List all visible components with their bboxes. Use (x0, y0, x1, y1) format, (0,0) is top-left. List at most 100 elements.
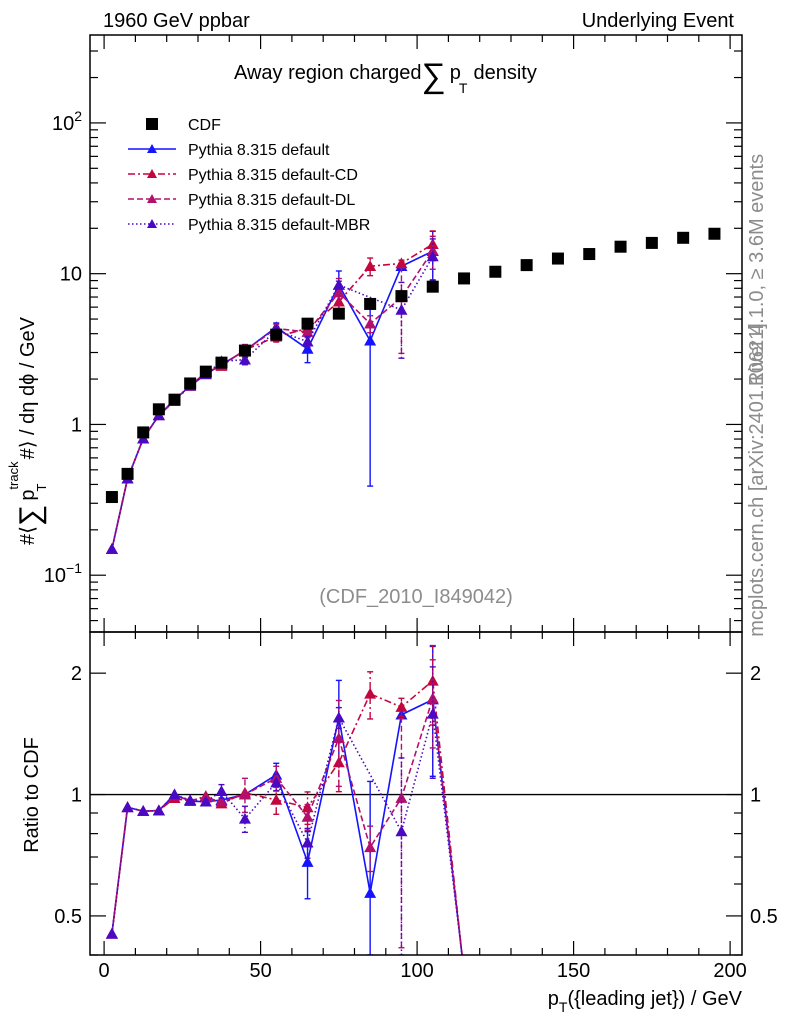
series-marker-2 (301, 326, 314, 337)
ratio-y-tick-label-right: 0.5 (750, 906, 778, 928)
series-marker-2 (332, 286, 345, 298)
data-point (137, 426, 150, 439)
ratio-marker-3 (168, 788, 181, 800)
ratio-marker-3 (301, 836, 314, 848)
ratio-plot-marks (90, 644, 742, 955)
x-tick-label: 50 (249, 960, 271, 982)
data-point (364, 297, 377, 310)
legend-marker-1 (147, 169, 157, 178)
ratio-series-line-1 (111, 679, 463, 955)
data-point (238, 344, 251, 357)
data-point (270, 328, 283, 341)
data-point (426, 280, 439, 293)
main-y-axis-label: #⟨∑pTtrack#⟩ / dη dϕ / GeV (6, 316, 49, 545)
series-marker-1 (364, 260, 377, 272)
series-marker-3 (332, 278, 345, 290)
legend: CDF Pythia 8.315 default Pythia 8.315 defa… (128, 117, 370, 234)
data-point (105, 491, 118, 504)
series-marker-2 (426, 244, 439, 256)
data-point (215, 356, 228, 369)
legend-label: Pythia 8.315 default-CD (188, 167, 358, 184)
ratio-marker-3 (215, 785, 228, 796)
ratio-marker-3 (105, 927, 118, 939)
series-line-0 (111, 250, 434, 550)
data-point (489, 265, 502, 278)
data-point (708, 227, 721, 240)
main-y-tick-label: 102 (52, 108, 82, 135)
ratio-marker-1 (270, 793, 283, 805)
ratio-series-line-3 (111, 713, 463, 955)
ratio-marker-3 (332, 711, 345, 723)
legend-label: Pythia 8.315 default (188, 142, 330, 159)
data-point (121, 467, 134, 480)
ratio-marker-2 (332, 732, 345, 744)
analysis-id-label: (CDF_2010_I849042) (319, 586, 512, 608)
ratio-marker-3 (238, 812, 251, 824)
ratio-marker-3 (270, 776, 283, 788)
series-line-2 (111, 250, 434, 550)
legend-marker-cdf (146, 118, 158, 130)
ratio-marker-1 (395, 701, 408, 712)
series-marker-2 (364, 317, 377, 329)
ratio-y-tick-label: 1 (71, 785, 82, 807)
ratio-marker-2 (238, 788, 251, 800)
data-point (184, 377, 197, 390)
legend-marker-0 (147, 144, 157, 153)
header-beam-label: 1960 GeV ppbar (103, 10, 250, 32)
ratio-marker-2 (395, 792, 408, 803)
data-point (583, 248, 596, 261)
x-tick-label: 0 (99, 960, 110, 982)
ratio-marker-3 (184, 794, 197, 806)
ratio-marker-0 (301, 856, 314, 867)
data-point (395, 290, 408, 303)
data-point (332, 307, 345, 320)
ratio-y-tick-label-right: 2 (750, 663, 761, 685)
header-process-label: Underlying Event (582, 10, 735, 32)
series-marker-0 (301, 342, 314, 354)
ratio-series-line-0 (111, 698, 463, 955)
ratio-plot-frame (89, 631, 743, 956)
ratio-series-line-2 (111, 698, 463, 955)
rivet-version-label: Rivet 4.1.0, ≥ 3.6M events (746, 154, 768, 386)
ratio-marker-1 (332, 756, 345, 768)
mcplots-credit-label: mcplots.cern.ch [arXiv:2401.10621] (746, 323, 768, 637)
ratio-marker-3 (199, 795, 212, 807)
axes-group: 0 50 100 150 200 102 10 1 10−1 2 2 1 1 0.5 0.5 (44, 35, 778, 982)
data-point (551, 252, 564, 265)
ratio-marker-3 (395, 825, 408, 837)
ratio-marker-0 (364, 887, 377, 898)
x-tick-label: 150 (557, 960, 590, 982)
main-y-tick-label: 10 (60, 264, 82, 286)
x-tick-label: 100 (400, 960, 433, 982)
series-marker-0 (364, 334, 377, 346)
legend-label: Pythia 8.315 default-MBR (188, 217, 370, 234)
data-point (458, 272, 471, 285)
series-marker-3 (395, 303, 408, 315)
ratio-marker-3 (137, 805, 150, 816)
ratio-y-tick-label: 0.5 (54, 906, 82, 928)
ratio-marker-2 (364, 841, 377, 853)
data-point (152, 403, 165, 416)
ratio-y-tick-label: 2 (71, 663, 82, 685)
series-marker-3 (426, 250, 439, 262)
series-marker-3 (301, 335, 314, 347)
ratio-marker-1 (364, 687, 377, 699)
legend-label: CDF (188, 117, 221, 134)
series-line-1 (111, 243, 434, 550)
main-plot-marks (105, 227, 721, 554)
ratio-marker-3 (121, 801, 134, 813)
ratio-y-tick-label-right: 1 (750, 785, 761, 807)
data-point (677, 231, 690, 244)
data-point (301, 317, 314, 330)
series-marker-3 (238, 353, 251, 365)
data-point (645, 236, 658, 249)
ratio-marker-2 (301, 810, 314, 822)
legend-marker-3 (147, 219, 157, 228)
legend-label: Pythia 8.315 default-DL (188, 192, 355, 209)
ratio-y-axis-label: Ratio to CDF (21, 737, 43, 853)
data-point (199, 365, 212, 378)
main-y-tick-label: 1 (71, 414, 82, 436)
main-y-tick-label: 10−1 (44, 560, 82, 587)
legend-marker-2 (147, 194, 157, 203)
